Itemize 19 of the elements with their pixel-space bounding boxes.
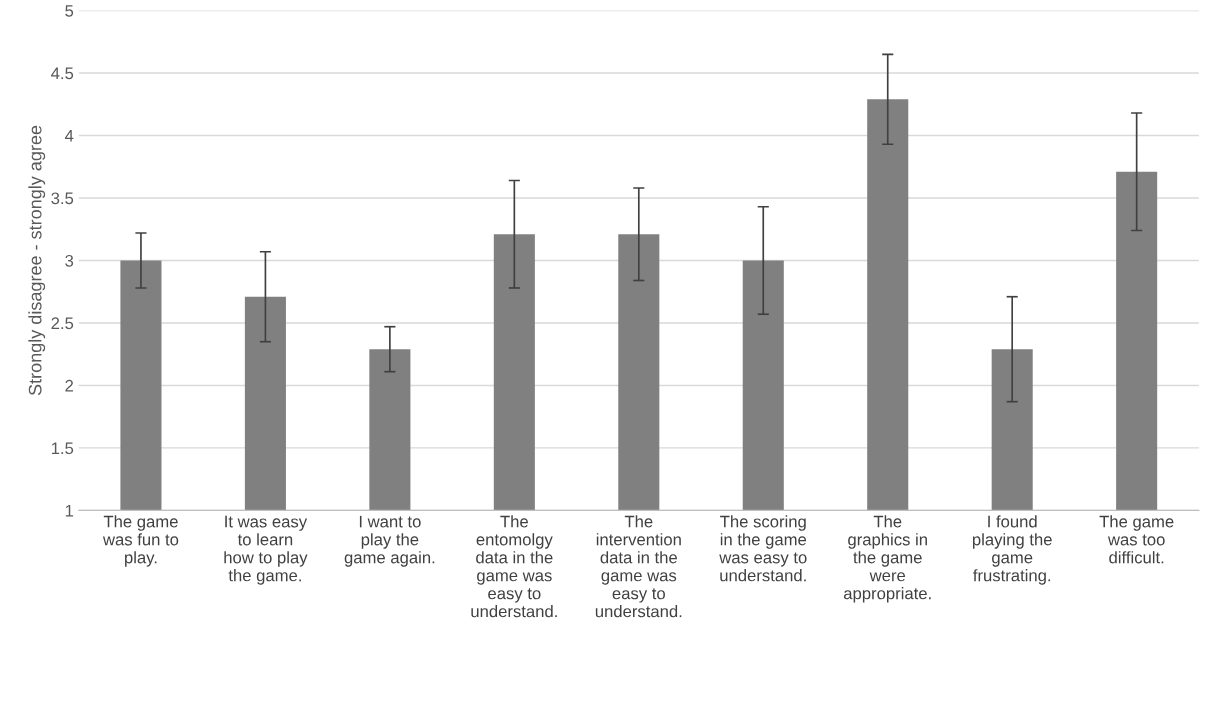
- x-tick-label: The entomolgy data in the game was easy to understand.: [471, 515, 557, 618]
- y-tick-label: 1.5: [51, 442, 74, 455]
- x-tick-label: The scoring in the game was easy to understand.: [719, 515, 807, 582]
- y-tick-label: 3.5: [51, 192, 74, 205]
- y-tick-label: 4: [64, 130, 74, 142]
- y-tick-label: 2.5: [51, 317, 74, 330]
- y-tick-label: 2: [65, 379, 74, 392]
- x-tick-label: I found playing the game frustrating.: [972, 515, 1052, 585]
- x-tick-label: The intervention data in the game was easy to understand.: [595, 515, 682, 618]
- x-tick-label: The graphics in the game were appropriate.: [843, 515, 931, 603]
- y-axis-title: Strongly disagree - strongly agree: [28, 125, 46, 396]
- y-tick-label: 3: [65, 254, 74, 267]
- y-tick-label: 5: [65, 5, 74, 17]
- x-tick-label: The game was fun to play.: [102, 515, 179, 567]
- y-tick-label: 4.5: [51, 67, 74, 80]
- x-tick-label: The game was too difficult.: [1099, 515, 1174, 564]
- x-tick-label: It was easy to learn how to play the game.: [224, 515, 308, 585]
- y-tick-label: 1: [65, 504, 74, 517]
- x-tick-label: I want to play the game again.: [344, 515, 435, 567]
